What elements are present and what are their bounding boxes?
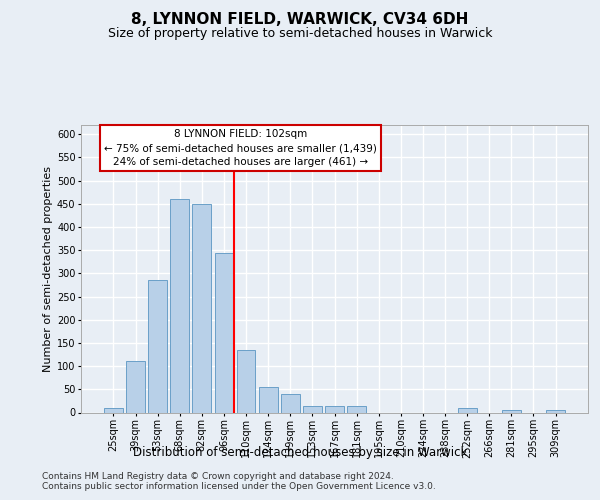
Bar xyxy=(104,408,123,412)
Bar xyxy=(126,362,145,412)
Bar xyxy=(347,406,366,412)
Bar xyxy=(259,387,278,412)
Bar xyxy=(325,406,344,412)
Bar xyxy=(546,410,565,412)
Bar xyxy=(236,350,256,412)
Bar xyxy=(170,199,189,412)
Text: 8 LYNNON FIELD: 102sqm
← 75% of semi-detached houses are smaller (1,439)
24% of : 8 LYNNON FIELD: 102sqm ← 75% of semi-det… xyxy=(104,130,377,168)
Text: Distribution of semi-detached houses by size in Warwick: Distribution of semi-detached houses by … xyxy=(133,446,467,459)
Bar xyxy=(502,410,521,412)
Bar xyxy=(215,252,233,412)
Bar xyxy=(148,280,167,412)
Bar xyxy=(193,204,211,412)
Text: Contains HM Land Registry data © Crown copyright and database right 2024.: Contains HM Land Registry data © Crown c… xyxy=(42,472,394,481)
Bar xyxy=(458,408,476,412)
Text: Size of property relative to semi-detached houses in Warwick: Size of property relative to semi-detach… xyxy=(108,28,492,40)
Text: 8, LYNNON FIELD, WARWICK, CV34 6DH: 8, LYNNON FIELD, WARWICK, CV34 6DH xyxy=(131,12,469,28)
Bar xyxy=(303,406,322,412)
Text: Contains public sector information licensed under the Open Government Licence v3: Contains public sector information licen… xyxy=(42,482,436,491)
Bar xyxy=(281,394,299,412)
Y-axis label: Number of semi-detached properties: Number of semi-detached properties xyxy=(43,166,53,372)
